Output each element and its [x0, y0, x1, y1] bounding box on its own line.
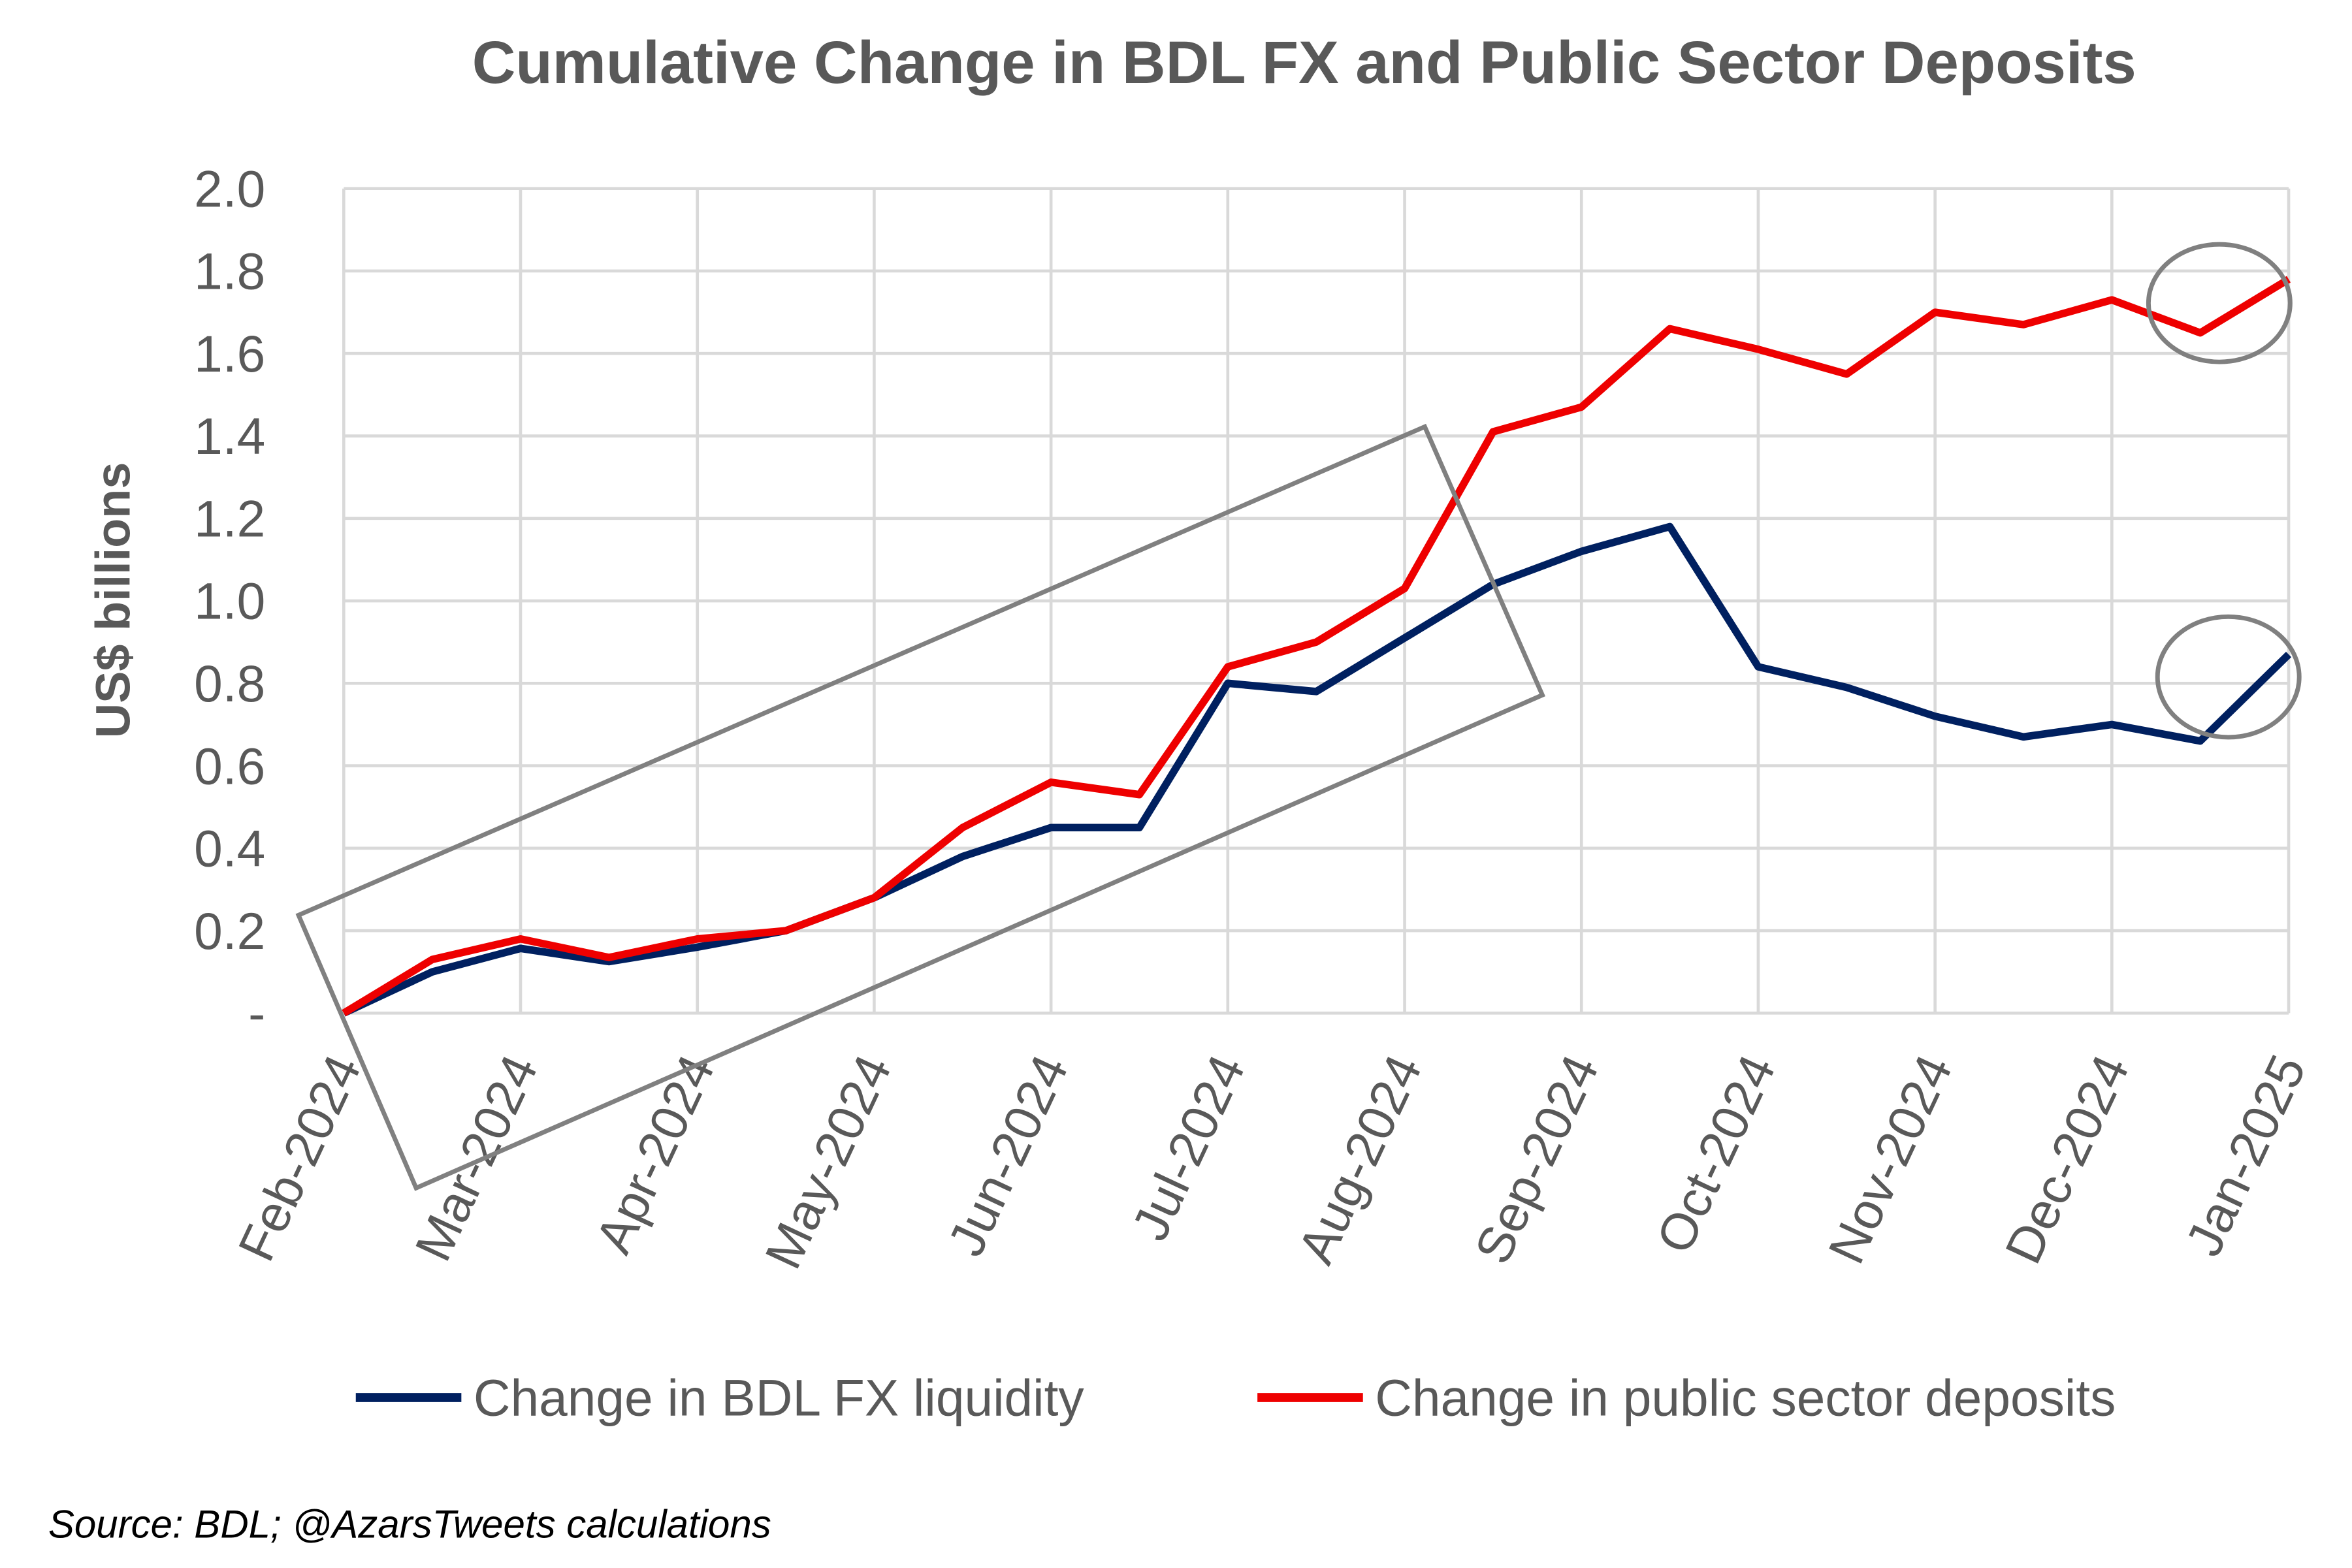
series-lines [342, 276, 2292, 1017]
y-tick-label: 1.0 [194, 573, 265, 630]
x-tick-label: Aug-2024 [1287, 1046, 1433, 1272]
y-tick-label: 0.8 [194, 655, 265, 712]
chart-title: Cumulative Change in BDL FX and Public S… [472, 28, 2136, 96]
highlight-circle-deposits [2146, 242, 2293, 364]
x-tick-label: May-2024 [754, 1046, 902, 1277]
x-tick-label: Nov-2024 [1817, 1046, 1963, 1272]
x-tick-label: Jan-2025 [2174, 1046, 2317, 1264]
y-axis-label: US$ billions [86, 462, 140, 739]
y-tick-labels: - 0.2 0.4 0.6 0.8 1.0 1.2 1.4 1.6 1.8 2.0 [194, 160, 265, 1042]
annotations [295, 242, 2302, 1191]
x-tick-label: Sep-2024 [1464, 1046, 1610, 1272]
gridlines [342, 187, 2291, 1015]
y-tick-label: 0.2 [194, 903, 265, 960]
x-tick-label: Apr-2024 [585, 1046, 726, 1262]
x-tick-label: Feb-2024 [227, 1046, 372, 1270]
y-tick-label: 1.8 [194, 243, 265, 300]
series-line-0 [342, 522, 2292, 1017]
y-tick-label: 1.2 [194, 490, 265, 547]
y-tick-label: - [248, 985, 265, 1042]
series-line-1 [342, 276, 2291, 1017]
source-note: Source: BDL; @AzarsTweets calculations [48, 1503, 771, 1546]
x-tick-label: Jul-2024 [1121, 1046, 1256, 1249]
legend-label-deposits: Change in public sector deposits [1375, 1369, 2116, 1427]
y-tick-label: 1.6 [194, 325, 265, 383]
y-tick-label: 2.0 [194, 160, 265, 217]
y-tick-label: 0.6 [194, 737, 265, 795]
x-tick-label: Dec-2024 [1994, 1046, 2140, 1272]
x-tick-label: Oct-2024 [1645, 1046, 1786, 1262]
x-tick-labels: Feb-2024 Mar-2024 Apr-2024 May-2024 Jun-2024… [227, 1046, 2317, 1277]
highlight-circle-fx [2155, 614, 2302, 740]
legend-label-fx: Change in BDL FX liquidity [474, 1369, 1085, 1427]
legend: Change in BDL FX liquidity Change in pub… [355, 1369, 2116, 1427]
x-tick-label: Mar-2024 [404, 1046, 549, 1270]
x-tick-label: Jun-2024 [937, 1046, 1079, 1264]
highlight-rectangle [295, 423, 1545, 1191]
y-tick-label: 0.4 [194, 820, 265, 878]
y-tick-label: 1.4 [194, 408, 265, 465]
